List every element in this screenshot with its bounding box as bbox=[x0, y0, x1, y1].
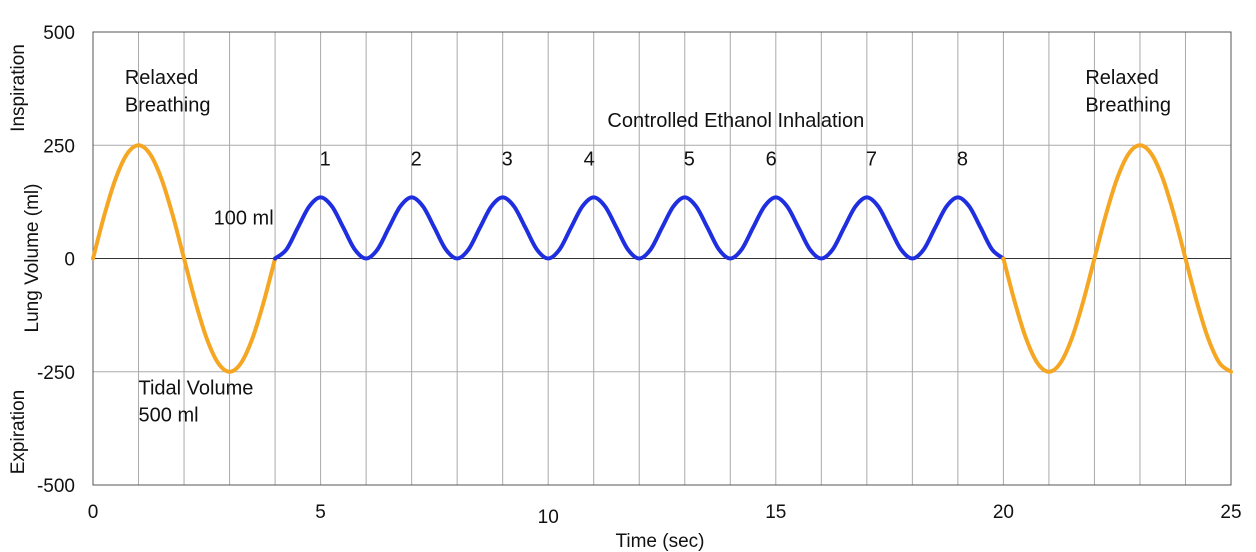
breath-label: 7 bbox=[866, 149, 877, 171]
breath-label: 3 bbox=[502, 149, 513, 171]
x-tick-label: 15 bbox=[765, 502, 786, 523]
y-axis-label-inspiration: Inspiration bbox=[8, 44, 29, 132]
annotation: Controlled Ethanol Inhalation bbox=[607, 110, 864, 132]
y-tick-label: 0 bbox=[64, 250, 75, 271]
breath-label: 1 bbox=[320, 149, 331, 171]
breath-label: 8 bbox=[957, 149, 968, 171]
y-tick-label: 250 bbox=[43, 136, 75, 157]
annotation: Breathing bbox=[1085, 94, 1171, 116]
x-axis-label: Time (sec) bbox=[615, 531, 704, 552]
annotation: Breathing bbox=[125, 94, 211, 116]
breath-label: 4 bbox=[584, 149, 595, 171]
x-tick-label: 25 bbox=[1220, 502, 1241, 523]
x-tick-label: 10 bbox=[538, 507, 559, 528]
y-tick-label: -250 bbox=[37, 363, 75, 384]
annotation: Relaxed bbox=[125, 67, 198, 89]
x-tick-label: 0 bbox=[88, 502, 99, 523]
y-tick-label: 500 bbox=[43, 23, 75, 44]
breath-label: 2 bbox=[411, 149, 422, 171]
breath-label: 6 bbox=[766, 149, 777, 171]
annotation: 500 ml bbox=[139, 405, 199, 427]
breath-label: 5 bbox=[684, 149, 695, 171]
x-tick-label: 20 bbox=[993, 502, 1014, 523]
series-line-2 bbox=[273, 195, 1006, 261]
grid bbox=[93, 32, 1231, 485]
y-tick-label: -500 bbox=[37, 476, 75, 497]
series-line-1 bbox=[91, 143, 278, 374]
annotation: Tidal Volume bbox=[139, 377, 254, 399]
y-axis-label-expiration: Expiration bbox=[8, 390, 29, 475]
series-line-3 bbox=[1001, 143, 1233, 374]
y-axis-label: Lung Volume (ml) bbox=[22, 184, 43, 333]
annotation: 100 ml bbox=[214, 208, 274, 230]
x-tick-label: 5 bbox=[315, 502, 326, 523]
annotations: Relaxed Breathing Tidal Volume 500 ml Contro… bbox=[125, 67, 1171, 426]
series bbox=[91, 143, 1233, 374]
annotation: Relaxed bbox=[1085, 67, 1158, 89]
